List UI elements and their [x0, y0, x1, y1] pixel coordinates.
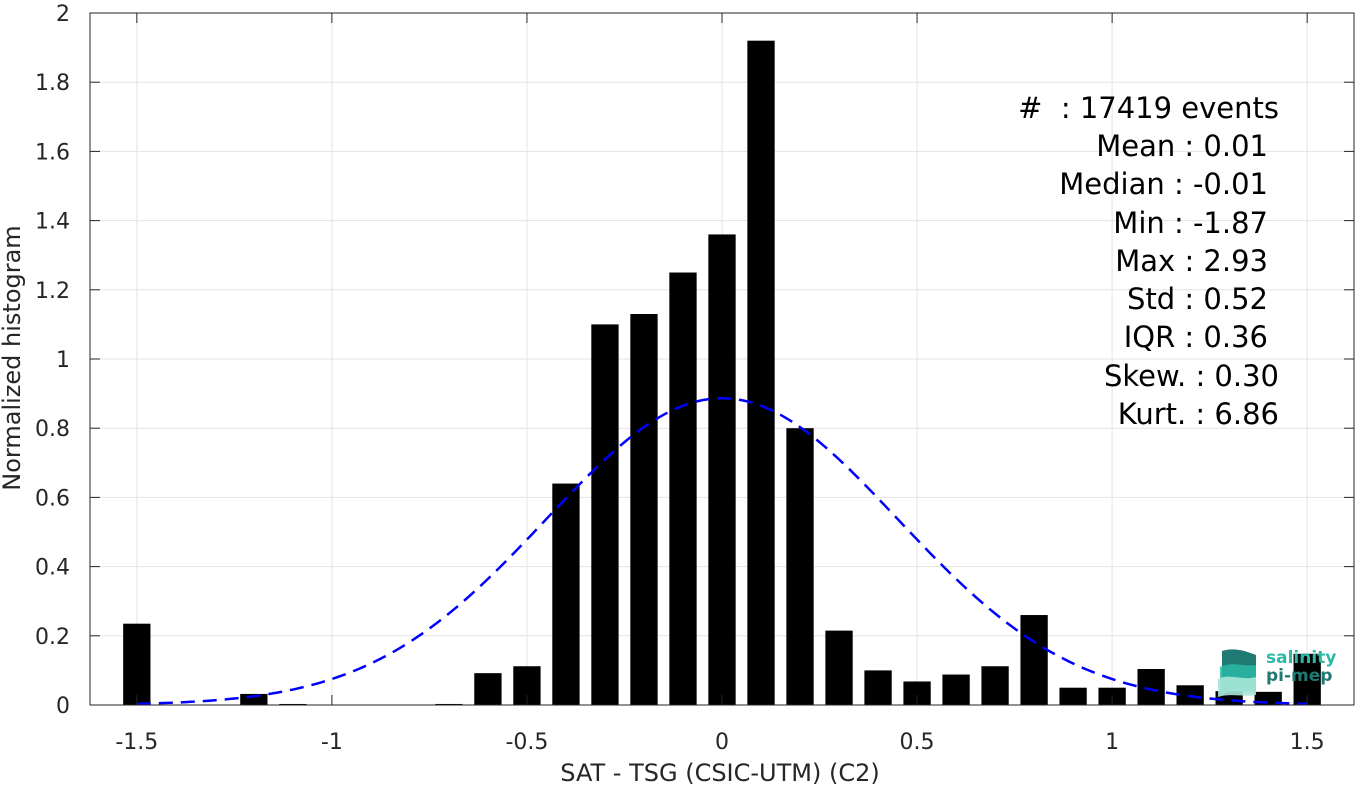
histogram-bar-14 [669, 272, 697, 705]
histogram-bar-22 [981, 666, 1009, 705]
x-tick-label-6: 1.5 [1290, 730, 1325, 755]
y-tick-label-8: 1.6 [35, 140, 70, 165]
y-tick-label-2: 0.4 [35, 556, 70, 581]
histogram-bar-8 [435, 703, 463, 705]
histogram-bar-13 [630, 314, 658, 705]
y-tick-label-9: 1.8 [35, 71, 70, 96]
histogram-bar-12 [591, 324, 619, 705]
y-tick-label-6: 1.2 [35, 279, 70, 304]
stat-std: Std : 0.52 [1127, 282, 1268, 316]
wave-logo-icon [1218, 649, 1256, 697]
y-tick-label-5: 1 [56, 348, 70, 373]
stat-skew: Skew. : 0.30 [1103, 359, 1279, 393]
y-tick-label-3: 0.6 [35, 486, 70, 511]
normal-fit-curve [136, 397, 1308, 706]
stat-mean: Mean : 0.01 [1096, 129, 1268, 163]
salinity-pi-mep-logo: salinity pi-mep [1216, 645, 1346, 697]
x-tick-label-4: 0.5 [900, 730, 935, 755]
axis-ticks [90, 12, 1354, 706]
x-tick-label-0: -1.5 [115, 730, 158, 755]
x-tick-label-5: 1 [1105, 730, 1119, 755]
histogram-bar-23 [1020, 615, 1048, 705]
stat-min: Min : -1.87 [1113, 206, 1268, 240]
stat-iqr: IQR : 0.36 [1123, 320, 1268, 354]
y-axis-label: Normalized histogram [0, 225, 26, 490]
y-tick-labels: 0 0.2 0.4 0.6 0.8 1 1.2 1.4 1.6 1.8 2 [35, 2, 70, 719]
histogram-bar-17 [786, 428, 814, 705]
logo-text-salinity: salinity [1266, 648, 1337, 668]
histogram-bar-11 [552, 483, 580, 705]
histogram-bar-18 [825, 630, 853, 705]
x-axis-label: SAT - TSG (CSIC-UTM) (C2) [560, 759, 879, 785]
x-tick-label-1: -1 [321, 730, 343, 755]
histogram-bar-15 [708, 234, 736, 705]
histogram-bar-9 [474, 673, 502, 705]
logo-text-pimep: pi-mep [1266, 666, 1333, 686]
histogram-bar-20 [903, 681, 931, 705]
stat-count: # : 17419 events [1018, 91, 1279, 125]
histogram-bar-19 [864, 670, 892, 705]
histogram-bar-21 [942, 674, 970, 705]
x-tick-labels: -1.5 -1 -0.5 0 0.5 1 1.5 [115, 730, 1324, 755]
stat-max: Max : 2.93 [1115, 244, 1268, 278]
y-tick-label-7: 1.4 [35, 210, 70, 235]
y-tick-label-1: 0.2 [35, 625, 70, 650]
stat-median: Median : -0.01 [1059, 167, 1268, 201]
histogram-bar-0 [123, 623, 151, 705]
histogram-bar-4 [279, 703, 307, 705]
histogram-bar-16 [747, 40, 775, 706]
y-tick-label-4: 0.8 [35, 417, 70, 442]
x-tick-label-2: -0.5 [505, 730, 548, 755]
y-tick-label-0: 0 [56, 694, 70, 719]
histogram-bar-24 [1059, 687, 1087, 705]
stat-kurt: Kurt. : 6.86 [1117, 397, 1279, 431]
y-tick-label-10: 2 [56, 2, 70, 27]
histogram-bar-26 [1137, 669, 1165, 705]
histogram-bar-3 [240, 693, 268, 705]
x-tick-label-3: 0 [715, 730, 729, 755]
